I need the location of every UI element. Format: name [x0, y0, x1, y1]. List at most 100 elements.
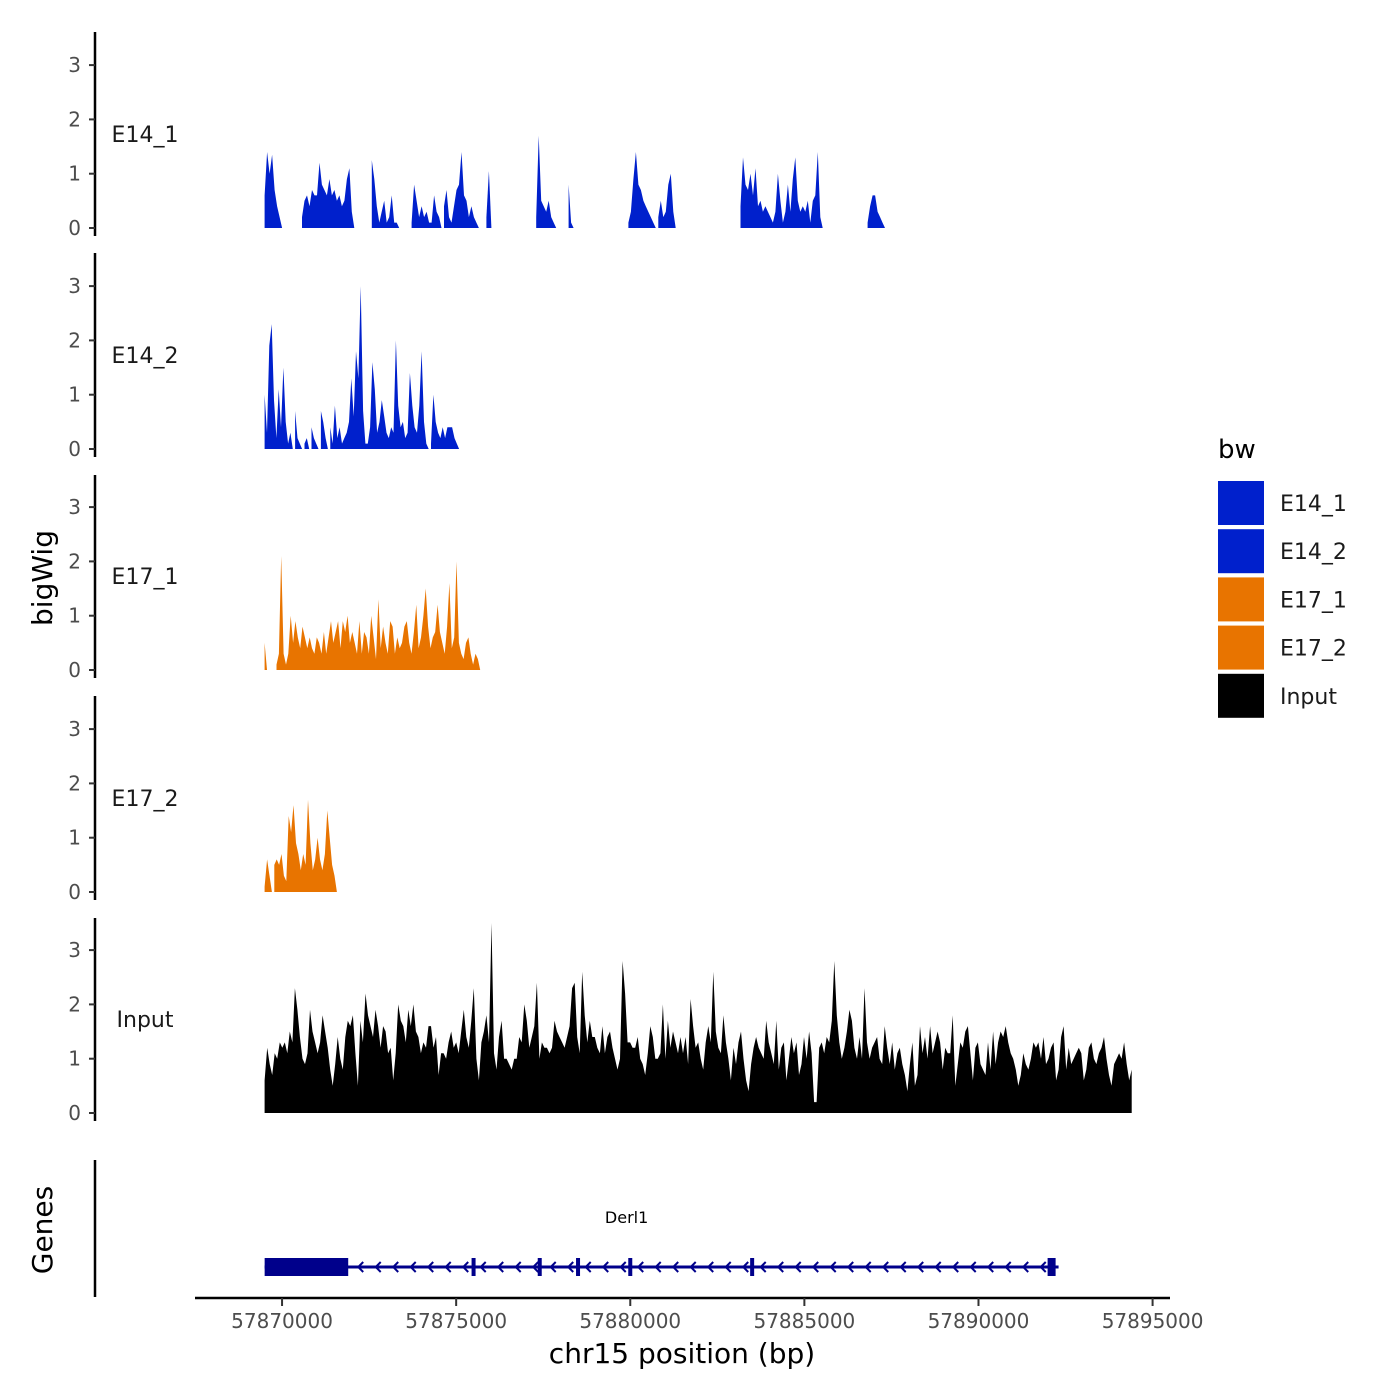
strand-arrow: [934, 1261, 942, 1273]
strand-arrow: [864, 1261, 872, 1273]
y-tick-label: 2: [68, 328, 81, 352]
y-tick-label: 0: [68, 658, 81, 682]
coverage-area-E17_2: [274, 799, 337, 892]
strand-arrow: [356, 1261, 364, 1273]
coverage-tracks: 0 1 2 3 E14_1 0 1 2 3 E14_2 0 1 2 3 E17_1 0 1 2 3 E17_2 0 1 2 3…: [68, 32, 1132, 1125]
strand-arrow: [531, 1261, 539, 1273]
strand-arrow: [1039, 1261, 1047, 1273]
coverage-area-E17_1: [264, 642, 267, 670]
y-tick-label: 1: [68, 604, 81, 628]
strand-arrow: [794, 1261, 802, 1273]
coverage-area-E14_2: [304, 438, 310, 449]
track-label: E14_2: [112, 344, 179, 369]
strand-arrow: [671, 1261, 679, 1273]
legend-title: bw: [1218, 435, 1256, 465]
strand-arrow: [846, 1261, 854, 1273]
x-tick-label: 57880000: [579, 1309, 681, 1333]
strand-arrow: [636, 1261, 644, 1273]
strand-arrow: [444, 1261, 452, 1273]
strand-arrow: [374, 1261, 382, 1273]
legend-item-Input: Input: [1218, 673, 1337, 718]
coverage-area-E17_2: [264, 859, 272, 892]
legend-label: E17_2: [1280, 637, 1347, 662]
x-tick-label: 57895000: [1102, 1309, 1204, 1333]
track-label: E17_1: [112, 565, 179, 590]
strand-arrow: [811, 1261, 819, 1273]
strand-arrow: [409, 1261, 417, 1273]
y-tick-label: 0: [68, 880, 81, 904]
y-tick-label: 1: [68, 383, 81, 407]
y-tick-label: 1: [68, 162, 81, 186]
gene-exon: [628, 1258, 633, 1276]
gene-exon: [1047, 1258, 1056, 1276]
x-axis: 57870000 57875000 57880000 57885000 57890000…: [195, 1296, 1203, 1370]
coverage-area-E17_1: [276, 556, 481, 670]
x-axis-title: chr15 position (bp): [549, 1337, 815, 1370]
track-E14_1: 0 1 2 3 E14_1: [68, 32, 885, 240]
coverage-area-E14_1: [444, 152, 479, 228]
coverage-area-E14_2: [295, 411, 303, 449]
coverage-area-E14_1: [628, 152, 656, 228]
gene-exon: [471, 1258, 476, 1276]
x-tick-label: 57890000: [928, 1309, 1030, 1333]
coverage-area-E14_1: [371, 160, 400, 228]
gene-exon: [576, 1258, 581, 1276]
coverage-area-E14_2: [264, 324, 293, 449]
legend-swatch: [1218, 481, 1264, 525]
x-tick-label: 57875000: [405, 1309, 507, 1333]
legend-swatch: [1218, 673, 1264, 718]
strand-arrow: [479, 1261, 487, 1273]
strand-arrow: [566, 1261, 574, 1273]
strand-arrow: [776, 1261, 784, 1273]
genes-track: Genes Derl1: [26, 1160, 1059, 1297]
coverage-area-E14_1: [658, 173, 676, 228]
y-axis-title: bigWig: [26, 530, 59, 626]
strand-arrow: [654, 1261, 662, 1273]
gene-models: Derl1: [264, 1208, 1059, 1276]
legend-label: E14_1: [1280, 492, 1347, 517]
coverage-area-E14_2: [311, 427, 319, 449]
coverage-area-E14_1: [411, 184, 442, 228]
gene-Derl1: Derl1: [264, 1208, 1059, 1276]
coverage-area-E14_1: [740, 152, 823, 228]
x-axis-ticks: 57870000 57875000 57880000 57885000 57890000…: [231, 1298, 1203, 1333]
strand-arrow: [724, 1261, 732, 1273]
strand-arrow: [706, 1261, 714, 1273]
strand-arrow: [916, 1261, 924, 1273]
y-tick-label: 0: [68, 1101, 81, 1125]
strand-arrow: [759, 1261, 767, 1273]
track-Input: 0 1 2 3 Input: [68, 918, 1132, 1125]
strand-arrow: [951, 1261, 959, 1273]
strand-arrow: [969, 1261, 977, 1273]
y-tick-label: 1: [68, 826, 81, 850]
track-label: E17_2: [112, 787, 179, 812]
legend-swatch: [1218, 625, 1264, 670]
strand-arrow: [584, 1261, 592, 1273]
y-tick-label: 0: [68, 437, 81, 461]
coverage-area-E14_1: [302, 162, 355, 228]
x-tick-label: 57885000: [753, 1309, 855, 1333]
y-tick-label: 3: [68, 938, 81, 962]
strand-arrow: [986, 1261, 994, 1273]
strand-arrow: [741, 1261, 749, 1273]
strand-arrow: [1021, 1261, 1029, 1273]
strand-arrow: [461, 1261, 469, 1273]
strand-arrow: [601, 1261, 609, 1273]
y-tick-label: 2: [68, 771, 81, 795]
coverage-area-E14_1: [486, 171, 492, 228]
strand-arrow: [391, 1261, 399, 1273]
gene-exon-block: [264, 1258, 349, 1276]
track-label: Input: [117, 1008, 174, 1033]
legend-label: Input: [1280, 685, 1337, 710]
y-tick-label: 2: [68, 549, 81, 573]
x-tick-label: 57870000: [231, 1309, 333, 1333]
y-tick-label: 3: [68, 495, 81, 519]
legend: bw E14_1 E14_2 E17_1 E17_2 Input: [1218, 435, 1347, 718]
legend-label: E14_2: [1280, 540, 1347, 565]
strand-arrow: [1004, 1261, 1012, 1273]
strand-arrow: [549, 1261, 557, 1273]
strand-arrow: [829, 1261, 837, 1273]
y-tick-label: 3: [68, 53, 81, 77]
track-E14_2: 0 1 2 3 E14_2: [68, 253, 460, 461]
